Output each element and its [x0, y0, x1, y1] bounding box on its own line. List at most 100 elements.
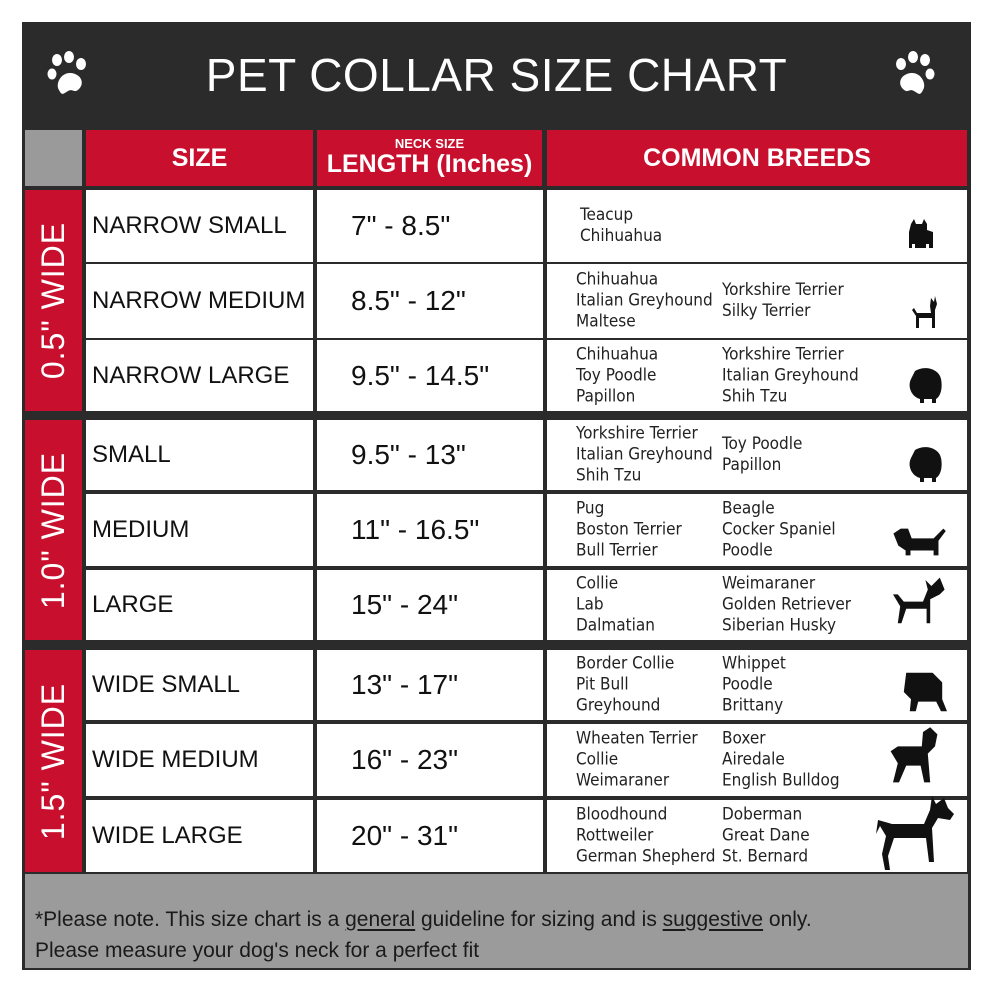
breed-name: Yorkshire Terrier: [576, 423, 698, 444]
breed-name: Chihuahua: [576, 344, 659, 364]
breed-name: Weimaraner: [722, 573, 816, 594]
length-range: 8.5" - 12": [351, 285, 466, 316]
width-group-text: 1.0" WIDE: [35, 451, 71, 609]
header-length-sublabel: NECK SIZE: [394, 135, 465, 151]
header-breeds-label: COMMON BREEDS: [643, 143, 871, 172]
size-name: NARROW SMALL: [92, 212, 287, 239]
length-range: 11" - 16.5": [351, 514, 480, 545]
breed-name: Maltese: [576, 311, 636, 332]
breed-column: Yorkshire Terrier Silky Terrier: [722, 280, 844, 322]
length-range: 9.5" - 13": [351, 439, 466, 470]
width-group-label: 1.0" WIDE: [25, 420, 82, 640]
footer-text: guideline for sizing and is: [415, 908, 663, 931]
breed-name: Wheaten Terrier: [576, 728, 698, 749]
size-name: NARROW MEDIUM: [92, 287, 306, 314]
length-range: 7" - 8.5": [351, 210, 451, 241]
breed-name: Doberman: [722, 804, 803, 825]
paw-icon: [896, 51, 935, 94]
table-row-size: MEDIUM: [86, 494, 313, 566]
size-name: WIDE SMALL: [92, 671, 241, 698]
breed-name: Poodle: [722, 674, 773, 695]
breed-name: Shih Tzu: [576, 465, 642, 486]
breed-name: Collie: [576, 749, 619, 770]
breed-name: Yorkshire Terrier: [722, 344, 844, 364]
table-row-size: WIDE SMALL: [86, 650, 313, 720]
breed-name: Chihuahua: [580, 226, 663, 246]
breed-name: Dalmatian: [576, 615, 655, 636]
breed-name: Italian Greyhound: [722, 365, 859, 385]
pitbull-silhouette-icon: [890, 727, 938, 783]
breed-column: Chihuahua Italian Greyhound Maltese: [576, 270, 713, 333]
length-range: 15" - 24": [351, 589, 459, 620]
table-row-length: 13" - 17": [317, 650, 543, 720]
footer-emphasis: suggestive: [662, 908, 764, 931]
length-range: 9.5" - 14.5": [351, 359, 490, 391]
size-name: NARROW LARGE: [92, 361, 290, 389]
table-row-size: NARROW SMALL: [86, 190, 313, 262]
table-row-length: 16" - 23": [317, 724, 543, 796]
breed-name: Collie: [576, 573, 619, 594]
length-range: 16" - 23": [351, 744, 459, 775]
breed-name: Beagle: [722, 498, 775, 519]
breed-column: Chihuahua Toy Poodle Papillon: [576, 344, 658, 407]
breed-name: Border Collie: [576, 653, 675, 674]
table-row-size: WIDE LARGE: [86, 800, 313, 872]
header-length: NECK SIZE LENGTH (Inches): [317, 130, 542, 186]
breed-name: Rottweiler: [576, 825, 654, 846]
table-row-breeds: Border Collie Pit Bull Greyhound Whippet Po…: [547, 650, 967, 720]
breed-name: Bloodhound: [576, 804, 668, 825]
table-row-length: 7" - 8.5": [317, 190, 543, 262]
size-name: WIDE MEDIUM: [92, 746, 259, 773]
footer-line-2: Please measure your dog's neck for a per…: [35, 939, 480, 962]
breed-column: Bloodhound Rottweiler German Shepherd: [576, 805, 715, 868]
footer-text: *Please note. This size chart is a: [35, 908, 346, 931]
yorkie-silhouette-icon: [909, 219, 933, 248]
size-name: SMALL: [92, 441, 171, 468]
title-bar: PET COLLAR SIZE CHART: [22, 22, 971, 128]
breed-name: Weimaraner: [576, 770, 670, 791]
table-row-breeds: Collie Lab Dalmatian Weimaraner Golden Retr…: [547, 570, 967, 640]
breed-column: Teacup Chihuahua: [580, 205, 662, 247]
breed-name: Great Dane: [722, 825, 810, 846]
length-range: 20" - 31": [351, 820, 459, 851]
table-row-breeds: Bloodhound Rottweiler German Shepherd Dobe…: [547, 796, 967, 872]
pomeranian-silhouette-icon: [909, 447, 942, 482]
breed-column: Collie Lab Dalmatian: [576, 574, 655, 637]
table-row-breeds: Pug Boston Terrier Bull Terrier Beagle Cock…: [547, 494, 967, 566]
length-range: 13" - 17": [351, 669, 459, 700]
table-row-size: WIDE MEDIUM: [86, 724, 313, 796]
table-row-size: SMALL: [86, 420, 313, 490]
breed-column: Boxer Airedale English Bulldog: [722, 729, 840, 792]
table-row-length: 9.5" - 13": [317, 420, 543, 490]
header-corner: [25, 130, 82, 186]
breed-column: Weimaraner Golden Retriever Siberian Husky: [722, 574, 851, 637]
width-group-text: 0.5" WIDE: [35, 221, 71, 380]
breed-name: Lab: [576, 594, 604, 615]
breed-name: Italian Greyhound: [576, 290, 713, 311]
header-length-label: LENGTH (Inches): [326, 149, 533, 178]
breed-name: Toy Poodle: [722, 434, 803, 454]
breed-name: St. Bernard: [722, 846, 809, 867]
header-size: SIZE: [86, 130, 313, 186]
dachshund-silhouette-icon: [893, 528, 946, 556]
breed-column: Whippet Poodle Brittany: [722, 654, 786, 717]
table-row-length: 20" - 31": [317, 800, 543, 872]
breed-name: Siberian Husky: [722, 615, 837, 636]
bulldog-silhouette-icon: [903, 672, 947, 712]
table-row-size: LARGE: [86, 570, 313, 640]
page-title: PET COLLAR SIZE CHART: [205, 49, 788, 101]
footer-emphasis: general: [345, 908, 416, 931]
breed-name: Boston Terrier: [576, 519, 682, 540]
breed-column: Pug Boston Terrier Bull Terrier: [576, 499, 682, 562]
breed-name: Shih Tzu: [722, 386, 788, 406]
size-name: LARGE: [92, 591, 174, 618]
table-row-length: 9.5" - 14.5": [317, 340, 543, 411]
breed-column: Wheaten Terrier Collie Weimaraner: [576, 729, 698, 792]
breed-column: Doberman Great Dane St. Bernard: [722, 805, 810, 868]
breed-name: Airedale: [722, 749, 785, 770]
breed-column: Yorkshire Terrier Italian Greyhound Shih T…: [576, 424, 713, 487]
table-row-breeds: Chihuahua Italian Greyhound Maltese Yorksh…: [547, 264, 967, 338]
breed-name: Bull Terrier: [576, 540, 658, 561]
table-row-length: 11" - 16.5": [317, 494, 543, 566]
width-group-text: 1.5" WIDE: [35, 682, 71, 840]
